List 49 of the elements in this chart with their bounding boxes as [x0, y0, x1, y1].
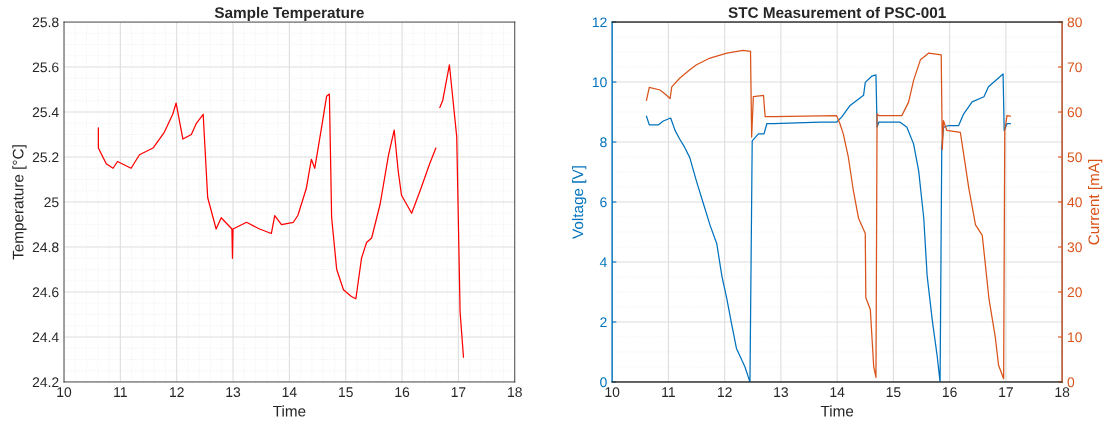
y-tick-label: 25	[44, 197, 59, 208]
y2-tick-label: 20	[1067, 287, 1082, 298]
x-tick-label: 11	[114, 387, 127, 397]
y-axis-title: Voltage [V]	[572, 166, 587, 239]
y2-axis-title: Current [mA]	[1088, 159, 1103, 245]
y-tick-label: 24.4	[32, 332, 59, 343]
y-tick-label: 24.8	[32, 242, 59, 253]
x-tick-label: 12	[170, 387, 184, 397]
y-axis-title: Temperature [°C]	[12, 145, 27, 260]
x-tick-label: 15	[886, 387, 901, 398]
y-tick-label: 0	[600, 377, 607, 388]
y-tick-label: 6	[600, 197, 607, 208]
y-tick-label: 25.6	[32, 62, 59, 73]
x-tick-label: 13	[226, 387, 241, 398]
y2-tick-label: 70	[1067, 62, 1082, 73]
x-tick-label: 18	[1055, 387, 1070, 398]
y-tick-label: 10	[592, 77, 607, 88]
x-tick-label: 18	[508, 387, 522, 398]
x-axis-title: Time	[820, 405, 854, 417]
y2-tick-label: 0	[1067, 377, 1075, 388]
y2-tick-label: 40	[1067, 197, 1082, 208]
x-tick-label: 17	[999, 387, 1013, 397]
y2-tick-label: 60	[1067, 107, 1082, 118]
x-axis-title: Time	[273, 405, 306, 417]
x-tick-label: 16	[395, 387, 410, 398]
chart-title: STC Measurement of PSC-001	[728, 6, 946, 19]
x-tick-label: 12	[717, 387, 732, 397]
x-tick-label: 10	[57, 387, 72, 398]
y-tick-label: 4	[599, 257, 607, 268]
x-tick-label: 17	[451, 387, 466, 397]
x-tick-label: 14	[830, 387, 845, 397]
y-tick-label: 24.2	[32, 377, 59, 388]
y2-tick-label: 50	[1067, 152, 1082, 163]
x-tick-label: 15	[339, 387, 353, 398]
y-tick-label: 25.4	[32, 107, 59, 118]
y2-tick-label: 10	[1068, 332, 1082, 343]
x-tick-label: 16	[942, 387, 957, 398]
chart-title: Sample Temperature	[214, 6, 364, 22]
y-tick-label: 12	[592, 17, 607, 28]
y-tick-label: 8	[600, 137, 607, 148]
y2-tick-label: 30	[1067, 242, 1082, 253]
y-tick-label: 25.2	[32, 152, 59, 163]
y-tick-label: 24.6	[32, 287, 59, 298]
y-tick-label: 2	[600, 317, 607, 328]
y-tick-label: 25.8	[32, 17, 59, 28]
x-tick-label: 13	[774, 387, 789, 398]
x-tick-label: 14	[282, 387, 297, 397]
x-tick-label: 11	[662, 387, 675, 397]
y2-tick-label: 80	[1067, 17, 1082, 28]
